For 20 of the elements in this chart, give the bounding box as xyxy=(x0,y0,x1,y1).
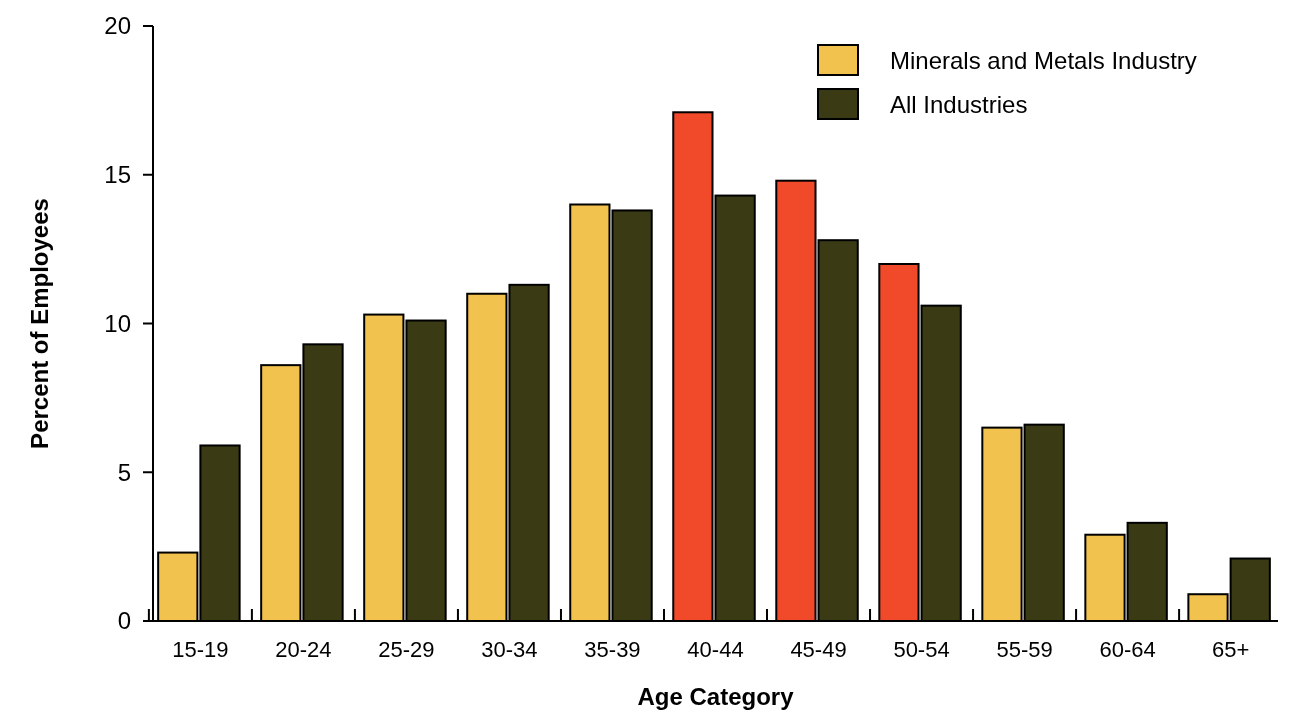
legend-label: All Industries xyxy=(890,91,1028,119)
y-tick-label: 0 xyxy=(117,607,131,635)
x-tick-label: 25-29 xyxy=(378,637,435,662)
y-tick-label: 20 xyxy=(104,12,131,40)
x-tick-label: 30-34 xyxy=(481,637,538,662)
x-tick-label: 15-19 xyxy=(172,637,229,662)
y-tick-label: 5 xyxy=(117,458,131,486)
x-tick-label: 20-24 xyxy=(275,637,332,662)
x-axis-title: Age Category xyxy=(637,683,795,710)
x-tick-label: 40-44 xyxy=(687,637,744,662)
x-tick-label: 65+ xyxy=(1211,637,1250,662)
y-axis-title: Percent of Employees xyxy=(26,198,53,449)
x-tick-label: 50-54 xyxy=(893,637,950,662)
y-tick-label: 10 xyxy=(104,309,131,337)
y-tick-label: 15 xyxy=(104,161,131,189)
legend-label: Minerals and Metals Industry xyxy=(890,47,1197,75)
x-tick-label: 45-49 xyxy=(790,637,847,662)
x-tick-label: 35-39 xyxy=(584,637,641,662)
x-tick-label: 55-59 xyxy=(996,637,1053,662)
x-tick-label: 60-64 xyxy=(1099,637,1156,662)
